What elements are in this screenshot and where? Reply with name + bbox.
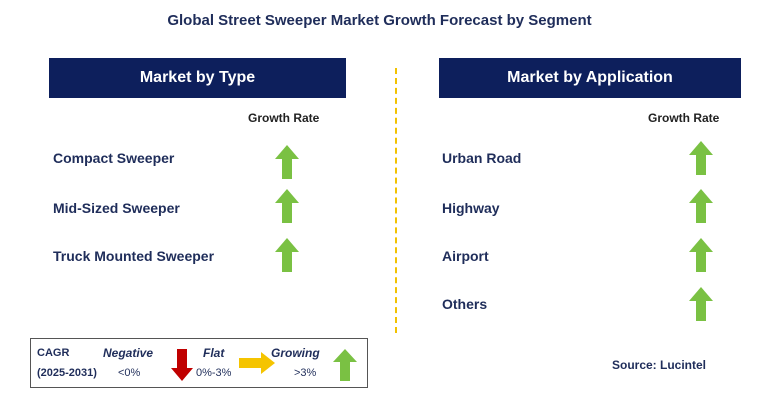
type-label-compact-sweeper: Compact Sweeper — [53, 150, 175, 166]
down-arrow-icon — [171, 349, 193, 381]
application-label-highway: Highway — [442, 200, 500, 216]
type-label-mid-sized-sweeper: Mid-Sized Sweeper — [53, 200, 180, 216]
application-label-urban-road: Urban Road — [442, 150, 522, 166]
legend-growing-label: Growing — [271, 346, 320, 360]
application-label-others: Others — [442, 296, 488, 312]
legend-cagr-label: CAGR — [37, 347, 70, 359]
up-arrow-icon — [689, 189, 713, 223]
right-growth-rate-label: Growth Rate — [648, 111, 720, 125]
panel-divider — [395, 68, 397, 333]
application-label-airport: Airport — [442, 248, 489, 264]
up-arrow-icon — [689, 238, 713, 272]
up-arrow-icon — [275, 189, 299, 223]
up-arrow-icon — [333, 349, 357, 381]
up-arrow-icon — [689, 287, 713, 321]
source-label: Source: Lucintel — [612, 358, 707, 372]
cagr-legend: CAGR (2025-2031) Negative <0% Flat 0%-3%… — [30, 338, 368, 388]
legend-negative-label: Negative — [103, 346, 154, 360]
market-by-application-header: Market by Application — [439, 58, 741, 98]
up-arrow-icon — [275, 145, 299, 179]
legend-period-label: (2025-2031) — [37, 367, 97, 379]
left-growth-rate-label: Growth Rate — [248, 111, 320, 125]
legend-flat-range: 0%-3% — [196, 367, 232, 379]
legend-negative-range: <0% — [118, 367, 141, 379]
legend-flat-label: Flat — [203, 346, 225, 360]
up-arrow-icon — [689, 141, 713, 175]
up-arrow-icon — [275, 238, 299, 272]
type-label-truck-mounted-sweeper: Truck Mounted Sweeper — [53, 248, 215, 264]
legend-growing-range: >3% — [294, 367, 317, 379]
market-by-type-header: Market by Type — [49, 58, 346, 98]
chart-title: Global Street Sweeper Market Growth Fore… — [167, 12, 592, 29]
right-arrow-icon — [239, 352, 275, 374]
